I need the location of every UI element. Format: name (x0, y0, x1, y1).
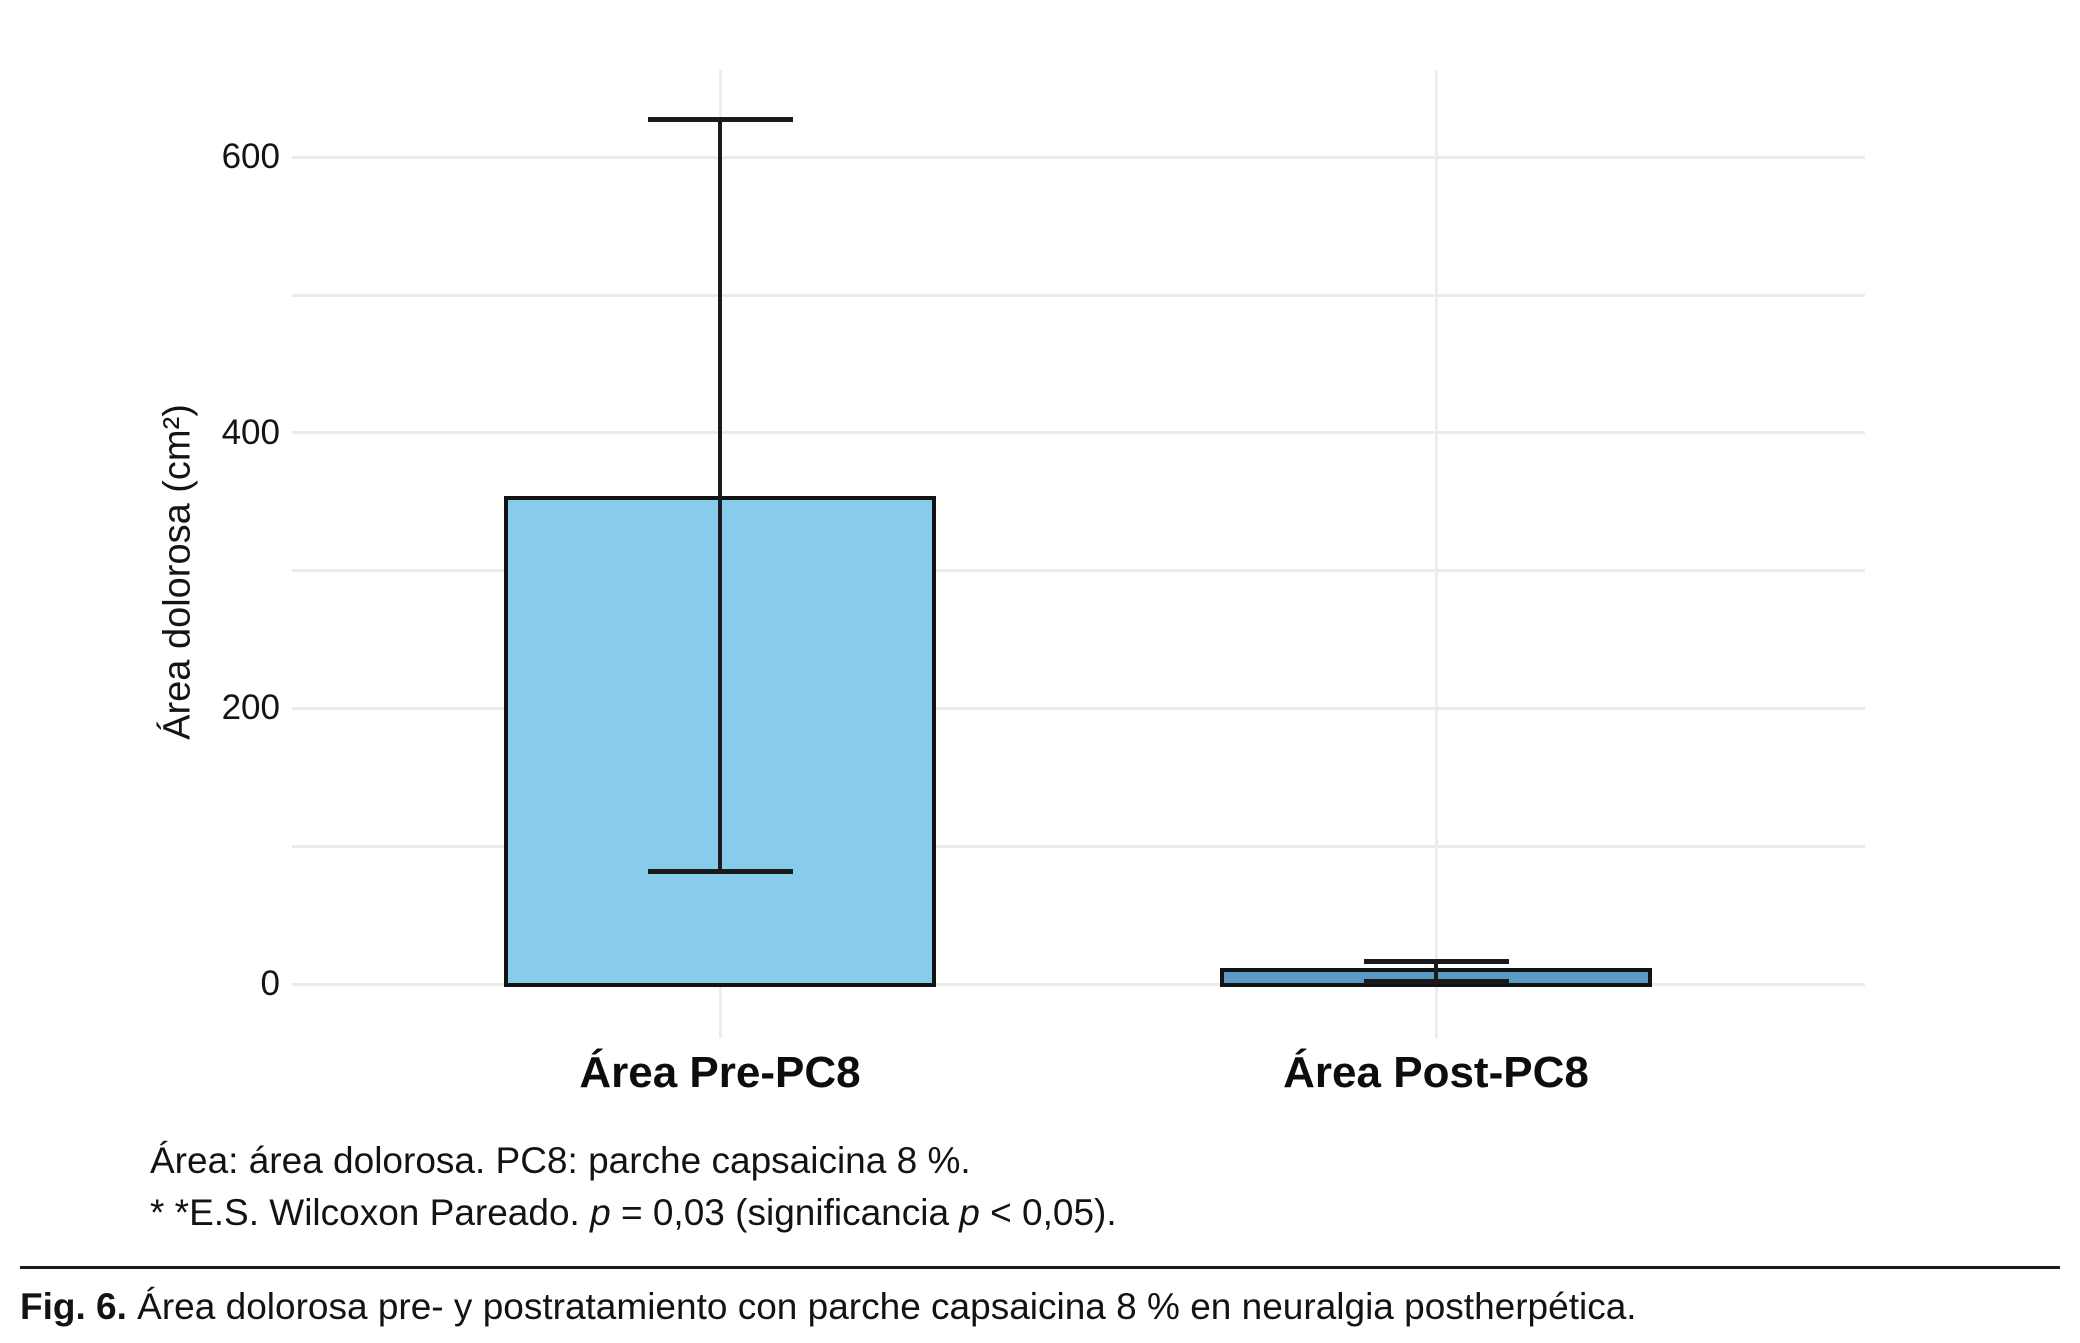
figure-caption: Fig. 6. Área dolorosa pre- y postratamie… (20, 1286, 1637, 1328)
horizontal-gridline (292, 844, 1865, 848)
error-bar-stem (718, 118, 722, 871)
text-segment: p (959, 1192, 980, 1233)
horizontal-gridline (292, 431, 1865, 435)
x-category-label: Área Pre-PC8 (579, 1048, 861, 1097)
error-bar-cap (1363, 958, 1509, 964)
horizontal-gridline (292, 982, 1865, 986)
error-bar-cap (1363, 979, 1509, 985)
y-tick-label: 600 (221, 137, 280, 177)
x-category-label: Área Post-PC8 (1283, 1048, 1589, 1097)
y-axis-label: Área dolorosa (cm²) (156, 404, 199, 740)
caption-divider-rule (20, 1266, 2060, 1269)
horizontal-gridline (292, 293, 1865, 297)
text-segment: p (590, 1192, 611, 1233)
y-tick-label: 200 (221, 688, 280, 728)
vertical-gridline (1434, 70, 1438, 1038)
footnote-line-2: * *E.S. Wilcoxon Pareado. p = 0,03 (sign… (150, 1192, 1117, 1234)
text-segment: = 0,03 (significancia (610, 1192, 960, 1233)
horizontal-gridline (292, 569, 1865, 573)
footnote-line-1: Área: área dolorosa. PC8: parche capsaic… (150, 1140, 971, 1181)
text-segment: Área dolorosa pre- y postratamiento con … (126, 1286, 1637, 1327)
error-bar-cap (647, 869, 793, 874)
text-segment: Fig. 6. (20, 1286, 127, 1327)
text-segment: * *E.S. Wilcoxon Pareado. (150, 1192, 591, 1233)
horizontal-gridline (292, 155, 1865, 159)
error-bar-cap (647, 116, 793, 122)
error-bar-stem (1434, 960, 1438, 982)
y-tick-label: 400 (221, 412, 280, 452)
y-tick-label: 0 (260, 964, 280, 1003)
text-segment: < 0,05). (979, 1192, 1117, 1233)
horizontal-gridline (292, 706, 1865, 710)
